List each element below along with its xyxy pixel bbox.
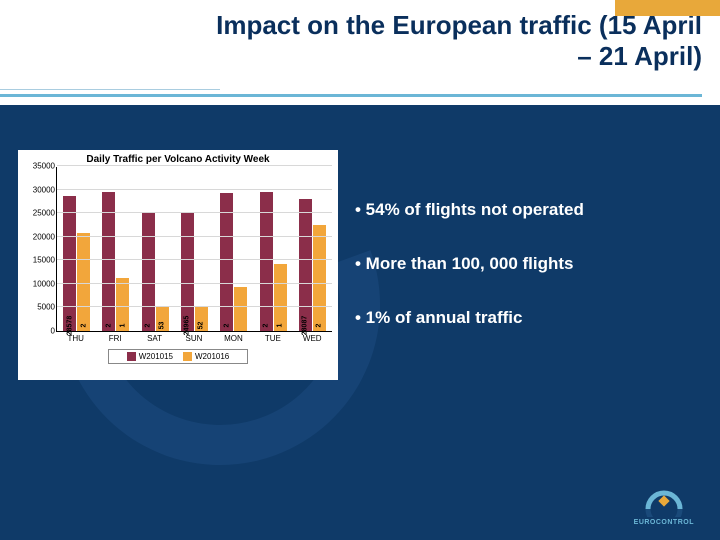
x-label: SUN — [174, 332, 213, 343]
bar: 28578 — [63, 196, 76, 331]
slide-title: Impact on the European traffic (15 April… — [0, 0, 720, 76]
bar-group: 28578 2 — [57, 196, 96, 331]
bar-label: 52 — [198, 322, 205, 330]
slide-header: Impact on the European traffic (15 April… — [0, 0, 720, 105]
bar-label: 2 — [316, 324, 323, 328]
y-tick: 35000 — [21, 162, 55, 171]
legend-label-0: W201015 — [139, 352, 173, 361]
bar-label: 24965 — [184, 316, 191, 335]
bar: 1 — [274, 264, 287, 331]
bar: 53 — [156, 306, 169, 331]
bar-label: 53 — [159, 322, 166, 330]
gridline — [57, 189, 332, 190]
chart-legend: W201015 W201016 — [108, 349, 248, 364]
x-label: SAT — [135, 332, 174, 343]
logo-text: EUROCONTROL — [634, 519, 694, 526]
bullet-list: • 54% of flights not operated • More tha… — [355, 200, 584, 362]
bar-group: 2 53 — [136, 213, 175, 331]
bar: 28087 — [299, 199, 312, 331]
legend-swatch-0 — [127, 352, 136, 361]
title-line-2: – 21 April) — [577, 41, 702, 71]
chart-plot-area: 285782212532496552221280872 050001000015… — [56, 167, 332, 332]
gridline — [57, 259, 332, 260]
bar: 2 — [220, 193, 233, 331]
bar: 2 — [142, 213, 155, 331]
bar: 24965 — [181, 213, 194, 331]
header-accent-bar — [615, 0, 720, 16]
bar-group: 2 — [214, 193, 253, 331]
bar: 52 — [195, 307, 208, 332]
x-label: FRI — [95, 332, 134, 343]
gridline — [57, 283, 332, 284]
bar-group: 24965 52 — [175, 213, 214, 331]
legend-swatch-1 — [183, 352, 192, 361]
slide-body: Daily Traffic per Volcano Activity Week … — [0, 105, 720, 540]
bar: 2 — [102, 192, 115, 331]
bar-group: 28087 2 — [293, 199, 332, 331]
gridline — [57, 236, 332, 237]
traffic-chart: Daily Traffic per Volcano Activity Week … — [18, 150, 338, 380]
bar: 1 — [116, 278, 129, 331]
gridline — [57, 306, 332, 307]
bar-label: 2 — [80, 324, 87, 328]
y-tick: 15000 — [21, 256, 55, 265]
bar-label: 2 — [263, 324, 270, 328]
bar-label: 2 — [223, 324, 230, 328]
eurocontrol-logo: EUROCONTROL — [634, 485, 694, 526]
gridline — [57, 212, 332, 213]
x-label: WED — [293, 332, 332, 343]
logo-icon — [642, 485, 686, 517]
y-tick: 30000 — [21, 185, 55, 194]
y-tick: 0 — [21, 327, 55, 336]
bullet-2: • 1% of annual traffic — [355, 308, 584, 328]
bar: 2 — [313, 225, 326, 331]
y-tick: 20000 — [21, 232, 55, 241]
bullet-1: • More than 100, 000 flights — [355, 254, 584, 274]
bar — [234, 287, 247, 331]
bar-label: 1 — [277, 324, 284, 328]
bar-label: 2 — [105, 324, 112, 328]
legend-label-1: W201016 — [195, 352, 229, 361]
bar-label: 1 — [119, 324, 126, 328]
x-label: THU — [56, 332, 95, 343]
bar-label: 28578 — [66, 316, 73, 335]
legend-item-1: W201016 — [183, 352, 229, 361]
chart-x-labels: THUFRISATSUNMONTUEWED — [56, 332, 332, 343]
y-tick: 10000 — [21, 279, 55, 288]
title-underline — [0, 94, 702, 97]
bullet-0: • 54% of flights not operated — [355, 200, 584, 220]
x-label: MON — [214, 332, 253, 343]
legend-item-0: W201015 — [127, 352, 173, 361]
title-underline-light — [0, 89, 220, 90]
y-tick: 25000 — [21, 209, 55, 218]
x-label: TUE — [253, 332, 292, 343]
bar-group: 21 — [96, 192, 135, 331]
gridline — [57, 165, 332, 166]
y-tick: 5000 — [21, 303, 55, 312]
bar-label: 2 — [145, 324, 152, 328]
bar-label: 28087 — [302, 316, 309, 335]
